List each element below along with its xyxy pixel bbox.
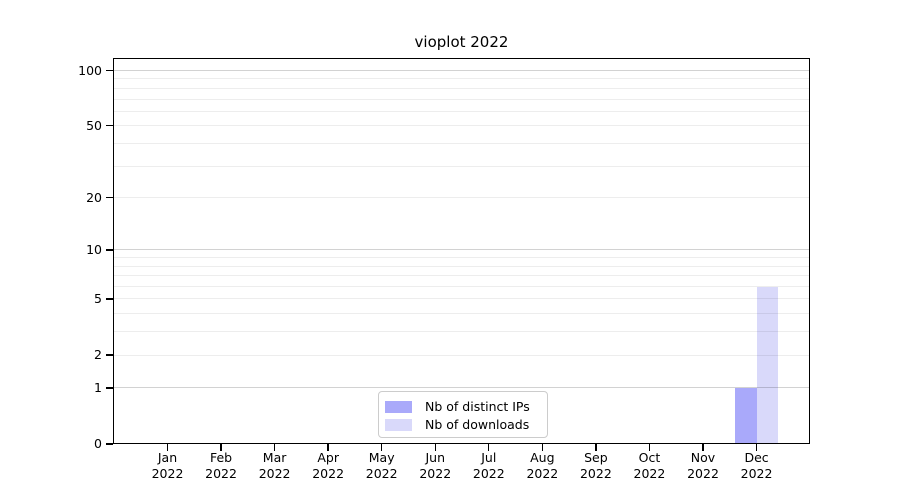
y-tick-label: 2 [94, 347, 102, 363]
x-tick-month: Dec [744, 450, 769, 465]
x-tick-label: Feb 2022 [181, 450, 261, 482]
gridline-major [113, 69, 810, 71]
legend-label-downloads: Nb of downloads [425, 417, 530, 432]
y-tick [106, 387, 113, 389]
gridline-minor [113, 331, 810, 333]
legend: Nb of distinct IPs Nb of downloads [378, 391, 548, 438]
x-tick-month: Mar [262, 450, 287, 465]
x-tick [166, 444, 169, 451]
plot-frame [113, 58, 810, 444]
gridline-major [113, 387, 810, 389]
x-tick-month: Jan [157, 450, 178, 465]
x-tick-year: 2022 [633, 466, 666, 481]
x-tick-year: 2022 [365, 466, 398, 481]
x-tick-month: Feb [209, 450, 233, 465]
x-tick-label: May 2022 [342, 450, 422, 482]
gridline-minor [113, 286, 810, 288]
x-tick-month: Apr [317, 450, 339, 465]
gridline-minor [113, 165, 810, 167]
x-tick-year: 2022 [472, 466, 505, 481]
x-tick-label: Oct 2022 [609, 450, 689, 482]
x-tick-month: Nov [690, 450, 716, 465]
x-tick-label: Aug 2022 [502, 450, 582, 482]
y-tick-label: 1 [94, 379, 102, 395]
x-tick-label: Mar 2022 [235, 450, 315, 482]
gridline-minor [113, 78, 810, 80]
x-tick [595, 444, 597, 451]
x-tick-year: 2022 [419, 466, 452, 481]
y-tick [106, 69, 113, 72]
x-tick-month: May [368, 450, 395, 465]
x-tick [702, 444, 704, 451]
x-tick [273, 444, 276, 451]
gridline-minor [113, 275, 810, 277]
y-tick [106, 443, 113, 445]
x-tick-month: Oct [638, 450, 661, 465]
x-tick [327, 444, 329, 451]
gridline-minor [113, 313, 810, 315]
legend-item-downloads: Nb of downloads [385, 416, 541, 434]
x-tick-month: Jun [425, 450, 446, 465]
y-tick-label: 50 [86, 117, 102, 133]
x-tick-year: 2022 [151, 466, 184, 481]
x-tick-year: 2022 [740, 466, 773, 481]
x-tick-label: Dec 2022 [717, 450, 797, 482]
gridline-minor [113, 142, 810, 144]
x-tick-year: 2022 [205, 466, 237, 481]
x-tick [381, 444, 383, 451]
y-tick [106, 249, 113, 251]
x-tick-month: Jul [481, 450, 497, 465]
gridline-minor [113, 197, 810, 199]
plot-area: Nb of distinct IPs Nb of downloads [113, 58, 810, 444]
x-tick [648, 444, 651, 451]
bar-nb-of-downloads [756, 286, 779, 444]
y-tick [106, 196, 113, 199]
x-tick-label: Jan 2022 [128, 450, 208, 482]
gridline-minor [113, 298, 810, 300]
x-tick-month: Sep [584, 450, 608, 465]
y-tick [106, 354, 113, 356]
x-tick-year: 2022 [579, 466, 612, 481]
y-tick-label: 10 [86, 241, 102, 257]
x-tick-label: Nov 2022 [663, 450, 743, 482]
x-tick-year: 2022 [258, 466, 291, 481]
x-tick [220, 444, 222, 451]
gridline-minor [113, 110, 810, 112]
gridline-minor [113, 87, 810, 89]
x-tick [541, 444, 544, 451]
chart-title: vioplot 2022 [414, 33, 509, 51]
x-tick-label: Jun 2022 [395, 450, 475, 482]
x-tick [488, 444, 490, 451]
gridline-minor [113, 125, 810, 127]
x-tick-month: Aug [530, 450, 555, 465]
y-tick-label: 0 [94, 436, 102, 451]
x-tick-year: 2022 [526, 466, 559, 481]
x-tick-year: 2022 [687, 466, 719, 481]
y-tick-label: 20 [86, 189, 102, 205]
bar-nb-of-distinct-ips [735, 387, 757, 444]
x-tick [434, 444, 436, 451]
y-tick-label: 100 [78, 62, 102, 78]
x-tick [755, 444, 758, 451]
x-tick-label: Jul 2022 [449, 450, 529, 482]
x-tick-label: Apr 2022 [288, 450, 368, 482]
legend-label-distinct-ips: Nb of distinct IPs [425, 399, 530, 414]
y-tick [106, 125, 113, 127]
y-tick [106, 298, 113, 300]
x-tick-year: 2022 [312, 466, 345, 481]
y-tick-label: 5 [94, 290, 102, 306]
gridline-major [113, 249, 810, 251]
x-tick-label: Sep 2022 [556, 450, 636, 482]
gridline-minor [113, 257, 810, 259]
legend-swatch-distinct-ips [385, 401, 412, 413]
legend-swatch-downloads [385, 419, 412, 431]
gridline-minor [113, 354, 810, 356]
gridline-minor [113, 265, 810, 267]
gridline-minor [113, 98, 810, 100]
legend-item-distinct-ips: Nb of distinct IPs [385, 398, 541, 416]
